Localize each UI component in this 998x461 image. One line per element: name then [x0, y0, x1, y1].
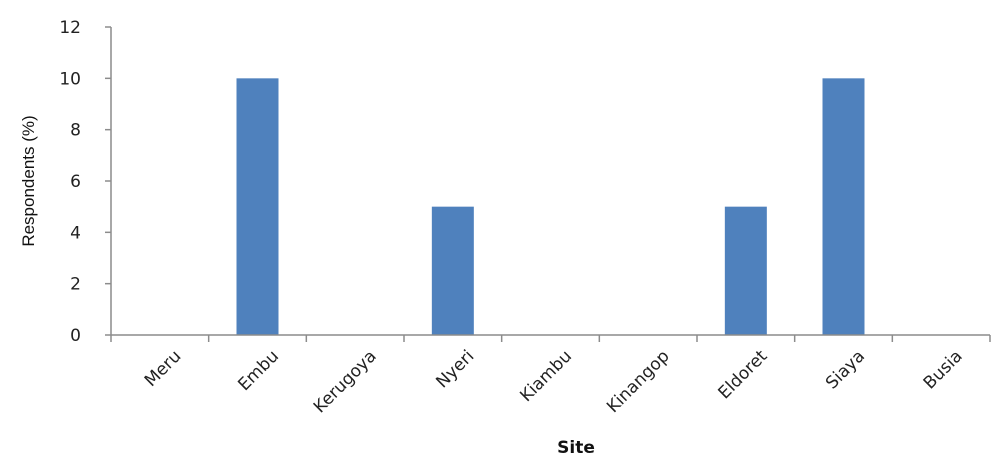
y-axis-ticks: 0 2 4 6 8 10 12 [59, 18, 111, 346]
y-tick-label: 10 [59, 69, 81, 89]
y-tick-label: 4 [70, 223, 81, 243]
x-tick-label-eldoret: Eldoret [715, 346, 772, 403]
bars [236, 78, 865, 335]
bar-nyeri [431, 206, 474, 335]
x-axis-ticks: Meru Embu Kerugoya Nyeri Kiambu Kinangop Eldor… [110, 335, 991, 417]
x-tick-label-kerugoya: Kerugoya [310, 346, 381, 417]
y-tick-label: 12 [59, 18, 81, 38]
x-tick-label-kinangop: Kinangop [603, 346, 674, 417]
bar-embu [236, 78, 279, 335]
x-axis-title: Site [557, 438, 595, 458]
y-tick-label: 2 [70, 275, 81, 295]
x-tick-label-nyeri: Nyeri [432, 346, 478, 392]
y-axis-title: Respondents (%) [19, 115, 38, 246]
y-tick-label: 0 [70, 326, 81, 346]
y-tick-label: 6 [70, 172, 81, 192]
bar-eldoret [724, 206, 767, 335]
bar-siaya [822, 78, 865, 335]
x-tick-label-meru: Meru [141, 346, 185, 390]
x-tick-label-kiambu: Kiambu [516, 346, 576, 406]
y-tick-label: 8 [70, 121, 81, 141]
x-tick-label-busia: Busia [920, 346, 967, 393]
x-tick-label-siaya: Siaya [822, 346, 869, 393]
x-tick-label-embu: Embu [234, 346, 283, 395]
